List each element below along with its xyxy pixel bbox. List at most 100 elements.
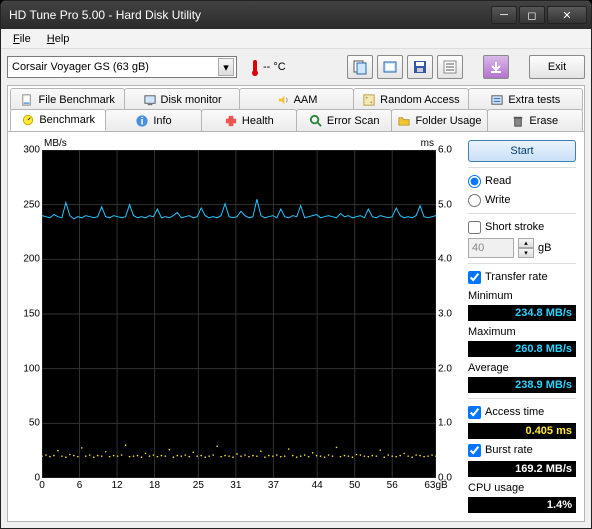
tab-info[interactable]: iInfo	[105, 109, 201, 131]
min-value: 234.8 MB/s	[468, 305, 576, 321]
copy-screenshot-button[interactable]	[377, 55, 403, 79]
burst-rate-check[interactable]: Burst rate	[468, 442, 576, 458]
tab-disk-monitor[interactable]: Disk monitor	[124, 88, 239, 110]
xtick: 37	[268, 480, 279, 491]
ytick-left: 100	[23, 363, 40, 374]
ytick-left: 300	[23, 145, 40, 156]
x-axis: 06121825313744505663gB	[42, 480, 436, 494]
chevron-down-icon[interactable]: ▾	[218, 58, 234, 76]
svg-text:i: i	[141, 116, 144, 127]
tab-error-scan[interactable]: Error Scan	[296, 109, 392, 131]
drive-select-value: Corsair Voyager GS (63 gB)	[12, 61, 149, 73]
ytick-left: 150	[23, 309, 40, 320]
scan-icon	[309, 114, 323, 128]
drive-select[interactable]: Corsair Voyager GS (63 gB) ▾	[7, 56, 237, 78]
y-axis-right-label: ms	[421, 138, 434, 149]
y-axis-right: 0.01.02.03.04.05.06.0	[436, 140, 460, 478]
ytick-left: 200	[23, 254, 40, 265]
max-value: 260.8 MB/s	[468, 341, 576, 357]
y-axis-left-label: MB/s	[44, 138, 67, 149]
avg-value: 238.9 MB/s	[468, 377, 576, 393]
start-button[interactable]: Start	[468, 140, 576, 162]
close-button[interactable]: ✕	[547, 6, 587, 24]
stroke-value: 40	[468, 238, 514, 258]
window-title: HD Tune Pro 5.00 - Hard Disk Utility	[9, 8, 491, 22]
tab-extra-tests[interactable]: Extra tests	[468, 88, 583, 110]
ytick-right: 6.0	[438, 145, 452, 156]
chart-plot	[42, 150, 436, 478]
temperature-display: -- °C	[251, 58, 286, 76]
xtick: 12	[111, 480, 122, 491]
health-icon	[224, 114, 238, 128]
erase-icon	[511, 114, 525, 128]
avg-label: Average	[468, 362, 576, 374]
benchmark-panel: MB/s ms 050100150200250300 0.01.02.03.04…	[8, 131, 584, 521]
menu-help[interactable]: Help	[39, 31, 78, 47]
tab-health[interactable]: Health	[201, 109, 297, 131]
extra-icon	[490, 93, 504, 107]
thermometer-icon	[251, 58, 259, 76]
main-window: HD Tune Pro 5.00 - Hard Disk Utility ─ ◻…	[0, 0, 592, 529]
tab-folder-usage[interactable]: Folder Usage	[391, 109, 487, 131]
short-stroke-check[interactable]: Short stroke	[468, 219, 576, 235]
menu-file[interactable]: File	[5, 31, 39, 47]
spin-up[interactable]: ▴	[518, 238, 534, 248]
save-button[interactable]	[407, 55, 433, 79]
random-icon	[362, 93, 376, 107]
xtick: 6	[77, 480, 83, 491]
copy-info-button[interactable]	[347, 55, 373, 79]
speaker-icon	[276, 93, 290, 107]
ytick-right: 4.0	[438, 254, 452, 265]
burst-value: 169.2 MB/s	[468, 461, 576, 477]
folder-icon	[397, 114, 411, 128]
info-icon: i	[135, 114, 149, 128]
spin-down[interactable]: ▾	[518, 248, 534, 258]
ytick-left: 250	[23, 199, 40, 210]
access-value: 0.405 ms	[468, 423, 576, 439]
xtick: 0	[39, 480, 45, 491]
cpu-label: CPU usage	[468, 482, 576, 494]
tab-random-access[interactable]: Random Access	[353, 88, 468, 110]
max-label: Maximum	[468, 326, 576, 338]
xtick: 56	[387, 480, 398, 491]
xtick: 63gB	[424, 480, 447, 491]
tab-row-top: File BenchmarkDisk monitorAAMRandom Acce…	[8, 88, 584, 110]
stroke-unit: gB	[538, 242, 551, 254]
ytick-right: 2.0	[438, 363, 452, 374]
xtick: 44	[312, 480, 323, 491]
bench-icon	[21, 113, 35, 127]
xtick: 25	[193, 480, 204, 491]
read-radio[interactable]: Read	[468, 173, 576, 189]
menubar: File Help	[1, 29, 591, 49]
options-button[interactable]	[437, 55, 463, 79]
monitor-icon	[143, 93, 157, 107]
ytick-right: 1.0	[438, 418, 452, 429]
access-time-check[interactable]: Access time	[468, 404, 576, 420]
ytick-right: 5.0	[438, 199, 452, 210]
tab-benchmark[interactable]: Benchmark	[10, 109, 106, 131]
min-label: Minimum	[468, 290, 576, 302]
write-radio[interactable]: Write	[468, 192, 576, 208]
tab-aam[interactable]: AAM	[239, 88, 354, 110]
sidebar: Start Read Write Short stroke 40 ▴▾ gB T…	[468, 140, 576, 513]
cpu-value: 1.4%	[468, 497, 576, 513]
tab-group: File BenchmarkDisk monitorAAMRandom Acce…	[7, 85, 585, 522]
minimize-button[interactable]: ─	[491, 6, 517, 24]
stroke-spinner[interactable]: 40 ▴▾ gB	[468, 238, 576, 258]
y-axis-left: 050100150200250300	[16, 140, 42, 478]
xtick: 18	[149, 480, 160, 491]
ytick-right: 3.0	[438, 309, 452, 320]
xtick: 31	[230, 480, 241, 491]
exit-button[interactable]: Exit	[529, 55, 585, 79]
tab-file-benchmark[interactable]: File Benchmark	[10, 88, 125, 110]
file-icon	[20, 93, 34, 107]
tab-row-bottom: BenchmarkiInfoHealthError ScanFolder Usa…	[8, 109, 584, 131]
maximize-button[interactable]: ◻	[519, 6, 545, 24]
xtick: 50	[349, 480, 360, 491]
temperature-value: -- °C	[263, 61, 286, 73]
titlebar[interactable]: HD Tune Pro 5.00 - Hard Disk Utility ─ ◻…	[1, 1, 591, 29]
ytick-left: 50	[29, 418, 40, 429]
tab-erase[interactable]: Erase	[487, 109, 583, 131]
download-button[interactable]	[483, 55, 509, 79]
transfer-rate-check[interactable]: Transfer rate	[468, 269, 576, 285]
